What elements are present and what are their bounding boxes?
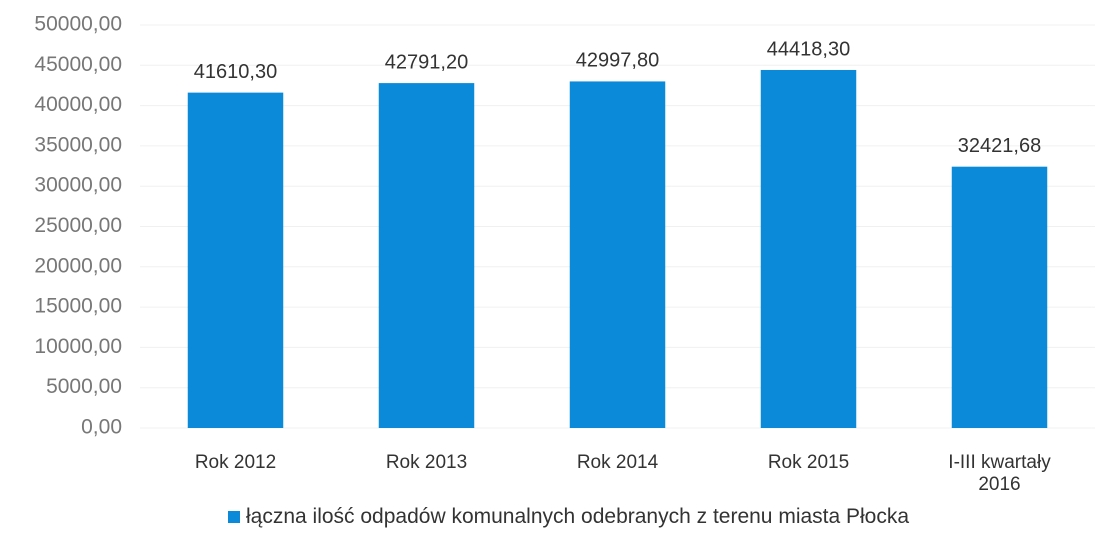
value-label: 42791,20 [385,51,468,73]
value-label: 44418,30 [767,38,850,60]
legend-swatch [228,511,240,523]
y-tick-label: 0,00 [81,416,122,439]
y-tick-label: 25000,00 [34,214,122,237]
value-label: 41610,30 [194,61,277,83]
y-tick-label: 30000,00 [34,174,122,197]
bar [187,92,284,429]
legend: łączna ilość odpadów komunalnych odebran… [228,505,1048,529]
x-tick-label: Rok 2014 [576,452,659,473]
y-tick-label: 20000,00 [34,254,122,277]
x-tick-label: Rok 2015 [767,452,850,473]
value-label: 42997,80 [576,50,659,72]
y-tick-label: 35000,00 [34,133,122,156]
bar [951,166,1048,428]
y-tick-label: 15000,00 [34,295,122,318]
y-tick-label: 10000,00 [34,335,122,358]
y-tick-label: 40000,00 [34,93,122,116]
y-tick-label: 5000,00 [46,375,122,398]
legend-label: łączna ilość odpadów komunalnych odebran… [246,505,910,528]
bar [569,81,666,428]
bar [378,83,475,428]
y-tick-label: 45000,00 [34,53,122,76]
y-tick-label: 50000,00 [34,13,122,36]
x-tick-label: I-III kwartały 2016 [948,452,1051,495]
value-label: 32421,68 [958,135,1041,157]
bar [760,69,857,429]
x-tick-label: Rok 2012 [194,452,277,473]
x-tick-label: Rok 2013 [385,452,468,473]
